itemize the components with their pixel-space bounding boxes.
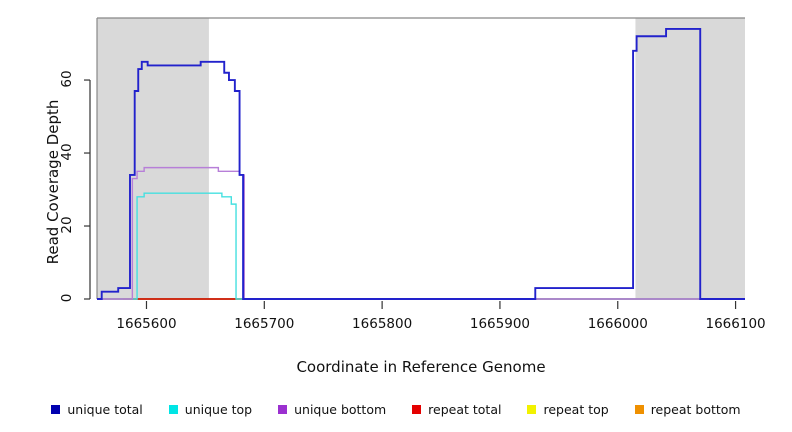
legend-label: repeat total — [428, 401, 502, 417]
legend-item[interactable]: unique bottom — [278, 402, 386, 417]
y-tick-label: 60 — [59, 70, 75, 88]
legend-label: repeat bottom — [650, 401, 741, 417]
legend-label: unique top — [184, 401, 253, 417]
legend-swatch-icon — [51, 404, 61, 414]
axis-lines — [89, 17, 745, 299]
series-unique-total — [97, 28, 745, 300]
legend-item[interactable]: repeat top — [527, 401, 609, 417]
legend-item[interactable]: unique top — [168, 401, 253, 417]
legend-swatch-icon — [278, 404, 288, 414]
legend-label: unique bottom — [294, 401, 387, 417]
legend-swatch-icon — [634, 404, 644, 414]
axis-ticks — [84, 79, 737, 309]
x-tick-label: 1666100 — [705, 316, 766, 332]
legend-item[interactable]: repeat total — [412, 402, 501, 417]
legend-swatch-icon — [412, 404, 422, 414]
chart-legend: unique total unique top unique bottom repea… — [0, 398, 792, 420]
x-tick-label: 1665700 — [234, 316, 295, 332]
legend-item[interactable]: unique total — [51, 401, 143, 417]
x-axis-label: Coordinate in Reference Genome — [296, 358, 546, 376]
x-tick-label: 1666000 — [587, 316, 648, 332]
legend-label: unique total — [67, 401, 143, 417]
x-tick-label: 1665800 — [352, 316, 413, 332]
y-tick-label: 20 — [59, 216, 75, 234]
repeat-region-left — [97, 18, 209, 299]
y-tick-label: 0 — [59, 293, 75, 303]
series-unique-top — [97, 192, 745, 300]
x-tick-label: 1665900 — [469, 316, 530, 332]
y-tick-label: 40 — [59, 143, 75, 161]
legend-label: repeat top — [543, 401, 609, 417]
repeat-region-right — [635, 18, 745, 299]
data-series-group — [97, 28, 745, 300]
legend-item[interactable]: repeat bottom — [634, 401, 741, 417]
y-axis-label-wrap: Read Coverage Depth — [18, 10, 62, 310]
x-tick-label: 1665600 — [116, 316, 177, 332]
legend-swatch-icon — [168, 404, 178, 414]
legend-swatch-icon — [527, 404, 537, 414]
shaded-repeat-regions — [97, 18, 745, 299]
